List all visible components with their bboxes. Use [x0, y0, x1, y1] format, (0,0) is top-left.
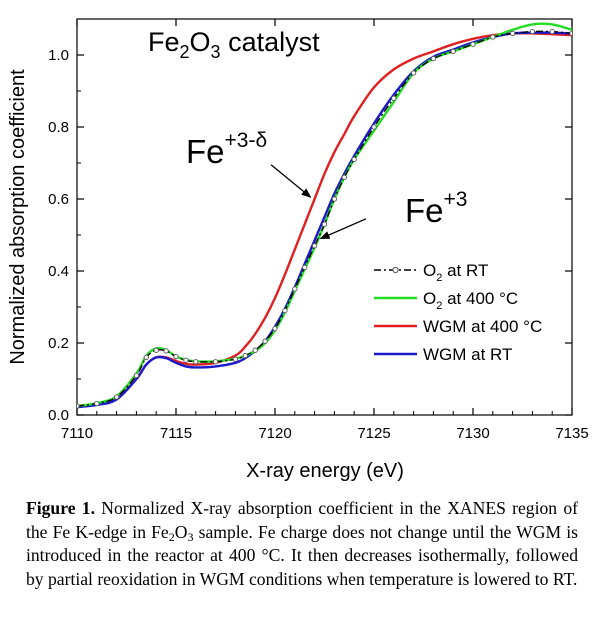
annotation-label-1: Fe+3 — [405, 188, 467, 229]
caption-label: Figure 1. — [26, 498, 95, 518]
series-0-point — [490, 34, 496, 40]
caption-text-2: sample. Fe charge does not change until … — [26, 521, 578, 589]
legend-label-3: WGM at RT — [423, 345, 512, 364]
series-0-point — [183, 357, 189, 363]
x-axis-label: X-ray energy (eV) — [246, 460, 404, 482]
series-0-point — [450, 48, 456, 55]
y-axis-label: Normalized absorption coefficient — [7, 69, 29, 365]
series-0-point — [272, 325, 278, 332]
series-0-point — [193, 359, 199, 365]
series-0-point — [94, 400, 100, 407]
x-tick-label-7130: 7130 — [456, 425, 489, 442]
title-fe: Fe — [148, 27, 180, 57]
y-tick-label-4: 0.8 — [48, 119, 69, 136]
chart-title: Fe2O3 catalyst — [148, 27, 320, 62]
y-tick-label-5: 1.0 — [48, 47, 69, 64]
series-0-point — [262, 338, 268, 344]
legend-label-1: O2 at 400 °C — [423, 289, 518, 312]
series-0-point — [77, 403, 80, 409]
series-0-point — [341, 174, 347, 181]
x-tick-label-7125: 7125 — [357, 425, 390, 442]
series-0-point — [430, 55, 437, 62]
caption-sub-3: 3 — [187, 529, 194, 544]
series-0-point — [143, 354, 149, 361]
y-tick-label-3: 0.6 — [48, 191, 69, 208]
caption-text-o: O — [174, 521, 188, 542]
series-0-point — [212, 359, 219, 365]
y-tick-label-1: 0.2 — [48, 335, 69, 352]
series-0-point — [351, 156, 357, 163]
series-0-point — [311, 243, 318, 249]
y-tick-label-2: 0.4 — [48, 263, 69, 280]
legend-marker-0 — [392, 266, 399, 274]
y-tick-label-0: 0.0 — [48, 407, 69, 424]
series-0-point — [371, 124, 377, 130]
series-0-point — [173, 354, 179, 360]
series-0-point — [302, 264, 308, 271]
series-0-point — [153, 347, 159, 353]
plot-frame — [76, 18, 573, 416]
x-tick-label-7135: 7135 — [555, 425, 588, 442]
x-tick-label-7110: 7110 — [61, 425, 93, 442]
series-0-point — [509, 30, 516, 37]
x-tick-label-7115: 7115 — [160, 425, 192, 442]
x-tick-label-7120: 7120 — [258, 425, 291, 442]
series-0-point — [292, 286, 298, 292]
title-o: O — [190, 27, 211, 57]
series-0-point — [113, 394, 120, 400]
series-0-point — [569, 30, 572, 37]
title-sub-3: 3 — [211, 42, 221, 62]
series-0-point — [321, 221, 328, 227]
legend-label-0: O2 at RT — [423, 261, 488, 284]
annotation-arrow-1 — [319, 218, 367, 240]
xanes-chart: 7110 7115 7120 7125 7130 7135 0.0 0.2 0.4 0.6 0.8 1… — [7, 18, 589, 482]
series-0-point — [232, 356, 239, 362]
annotation-label-0: Fe+3-δ — [186, 129, 267, 170]
series-0-point — [242, 352, 248, 359]
series-0-point — [133, 372, 140, 379]
figure-caption: Figure 1. Normalized X-ray absorption co… — [26, 497, 578, 591]
series-0-point — [282, 307, 288, 314]
caption-text-1: Normalized X-ray absorption coefficient … — [26, 498, 578, 542]
series-0-point — [331, 196, 338, 202]
series-0-point — [549, 28, 555, 35]
series-0-point — [252, 347, 258, 353]
series-0-point — [391, 95, 397, 101]
title-rest: catalyst — [221, 27, 321, 57]
series-0-point — [163, 348, 169, 354]
annotation-arrow-0 — [270, 164, 312, 198]
legend-label-2: WGM at 400 °C — [423, 317, 542, 336]
series-0-point — [470, 41, 476, 47]
title-sub-2: 2 — [180, 42, 190, 62]
caption-sub-2: 2 — [168, 529, 175, 544]
series-0-point — [529, 28, 536, 35]
series-0-point — [410, 70, 417, 76]
